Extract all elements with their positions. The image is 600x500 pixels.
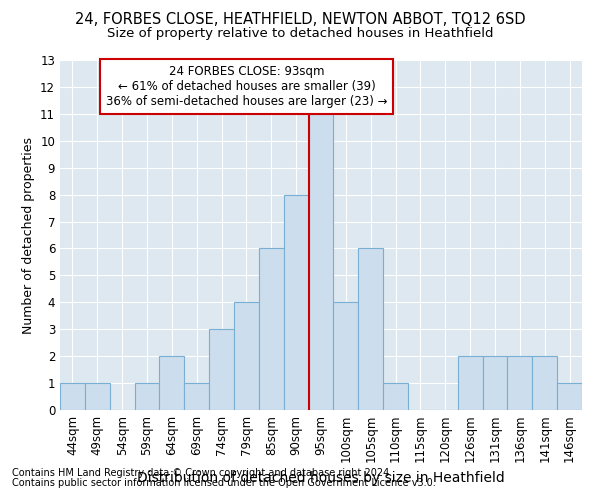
Bar — [308, 114, 334, 410]
Y-axis label: Number of detached properties: Number of detached properties — [22, 136, 35, 334]
Bar — [482, 356, 508, 410]
Bar — [358, 248, 383, 410]
Text: 24, FORBES CLOSE, HEATHFIELD, NEWTON ABBOT, TQ12 6SD: 24, FORBES CLOSE, HEATHFIELD, NEWTON ABB… — [74, 12, 526, 28]
Bar — [134, 383, 160, 410]
Bar — [508, 356, 532, 410]
Text: Contains public sector information licensed under the Open Government Licence v3: Contains public sector information licen… — [12, 478, 436, 488]
Bar — [209, 329, 234, 410]
Bar — [234, 302, 259, 410]
Bar — [458, 356, 482, 410]
Bar — [334, 302, 358, 410]
Bar — [383, 383, 408, 410]
Bar — [557, 383, 582, 410]
X-axis label: Distribution of detached houses by size in Heathfield: Distribution of detached houses by size … — [137, 471, 505, 485]
Bar — [184, 383, 209, 410]
Bar — [259, 248, 284, 410]
Bar — [284, 194, 308, 410]
Bar — [160, 356, 184, 410]
Text: Size of property relative to detached houses in Heathfield: Size of property relative to detached ho… — [107, 28, 493, 40]
Bar — [532, 356, 557, 410]
Text: Contains HM Land Registry data © Crown copyright and database right 2024.: Contains HM Land Registry data © Crown c… — [12, 468, 392, 477]
Bar — [85, 383, 110, 410]
Bar — [60, 383, 85, 410]
Text: 24 FORBES CLOSE: 93sqm
← 61% of detached houses are smaller (39)
36% of semi-det: 24 FORBES CLOSE: 93sqm ← 61% of detached… — [106, 66, 387, 108]
